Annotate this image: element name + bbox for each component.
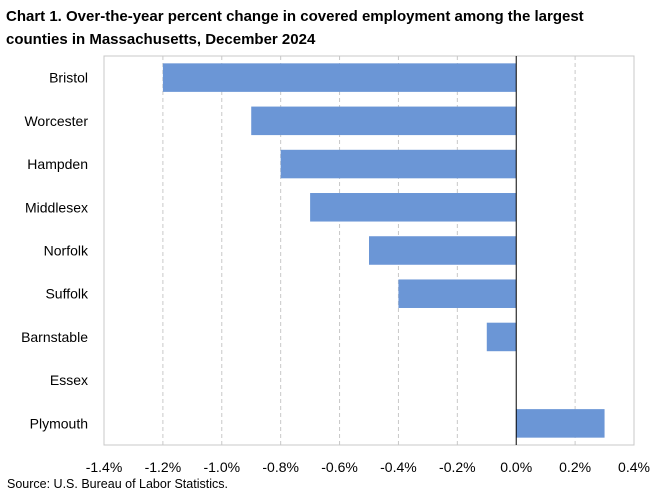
category-label: Essex bbox=[50, 372, 88, 388]
bar-norfolk bbox=[369, 236, 517, 265]
category-label: Worcester bbox=[24, 113, 88, 129]
bar-plymouth bbox=[516, 409, 605, 438]
x-tick-label: -0.8% bbox=[262, 459, 299, 475]
x-tick-label: -1.4% bbox=[86, 459, 123, 475]
x-tick-label: -1.0% bbox=[203, 459, 240, 475]
category-label: Plymouth bbox=[30, 415, 88, 431]
chart-title: Chart 1. Over-the-year percent change in… bbox=[6, 8, 584, 48]
bar-middlesex bbox=[310, 193, 517, 222]
category-label: Bristol bbox=[49, 70, 88, 86]
plot-area-border bbox=[103, 55, 635, 446]
bar-hampden bbox=[280, 149, 517, 179]
x-tick-label: -0.2% bbox=[439, 459, 476, 475]
category-label: Suffolk bbox=[45, 286, 89, 302]
category-label: Barnstable bbox=[21, 329, 88, 345]
bar-bristol bbox=[162, 63, 517, 92]
x-tick-label: 0.4% bbox=[618, 459, 650, 475]
x-tick-label: -1.2% bbox=[145, 459, 182, 475]
x-tick-label: 0.0% bbox=[500, 459, 532, 475]
category-label: Hampden bbox=[27, 156, 88, 172]
x-tick-label: 0.2% bbox=[559, 459, 591, 475]
source-note: Source: U.S. Bureau of Labor Statistics. bbox=[7, 477, 228, 491]
category-label: Norfolk bbox=[44, 243, 89, 259]
x-tick-label: -0.4% bbox=[380, 459, 417, 475]
x-tick-label: -0.6% bbox=[321, 459, 358, 475]
category-label: Middlesex bbox=[25, 199, 88, 215]
bar-barnstable bbox=[486, 322, 517, 352]
bar-suffolk bbox=[398, 279, 517, 308]
bar-worcester bbox=[251, 106, 517, 136]
